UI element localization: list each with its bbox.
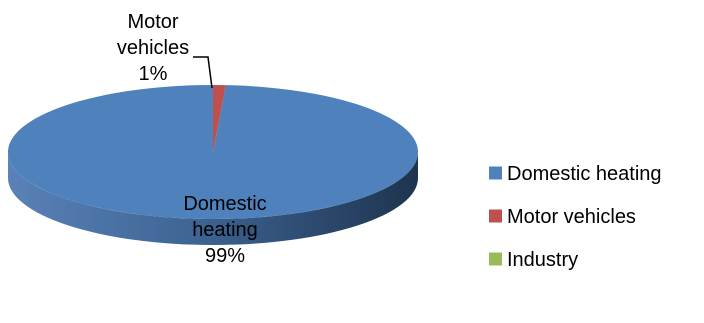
motor-vehicles-leader-line [193, 56, 213, 89]
pie-slice-domestic-heating [7, 85, 418, 219]
legend-swatch-domestic-heating [489, 166, 502, 180]
legend-swatch-industry [489, 252, 502, 266]
pie-side-wall [8, 152, 418, 245]
pie-slice-motor-vehicles [213, 85, 226, 152]
legend-label-motor-vehicles: Motor vehicles [507, 206, 636, 228]
data-label-domestic-heating-line-1: heating [192, 219, 258, 241]
legend-swatch-motor-vehicles [489, 209, 502, 223]
pie-top-face [7, 85, 418, 219]
legend-label-industry: Industry [507, 249, 578, 271]
legend-label-domestic-heating: Domestic heating [507, 163, 662, 185]
data-label-domestic-heating-line-0: Domestic [183, 193, 266, 215]
data-label-domestic-heating-line-2: 99% [205, 245, 245, 267]
data-labels: Domestic heating 99% Motor vehicles 1% [117, 11, 267, 267]
data-label-motor-vehicles-line-1: vehicles [117, 37, 189, 59]
data-label-motor-vehicles-line-2: 1% [139, 63, 168, 85]
legend: Domestic heating Motor vehicles Industry [489, 163, 662, 271]
data-label-motor-vehicles-line-0: Motor [127, 11, 178, 33]
